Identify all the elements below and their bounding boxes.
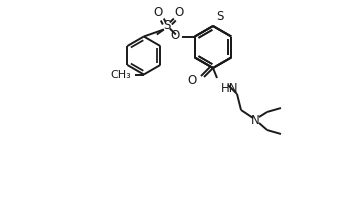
Text: O: O [153, 6, 162, 19]
Text: N: N [251, 114, 260, 126]
Text: O: O [171, 29, 180, 42]
Text: S: S [216, 10, 223, 23]
Text: HN: HN [221, 82, 238, 95]
Text: O: O [188, 75, 197, 87]
Text: CH₃: CH₃ [110, 69, 131, 80]
Text: S: S [163, 19, 171, 32]
Text: O: O [174, 6, 183, 19]
